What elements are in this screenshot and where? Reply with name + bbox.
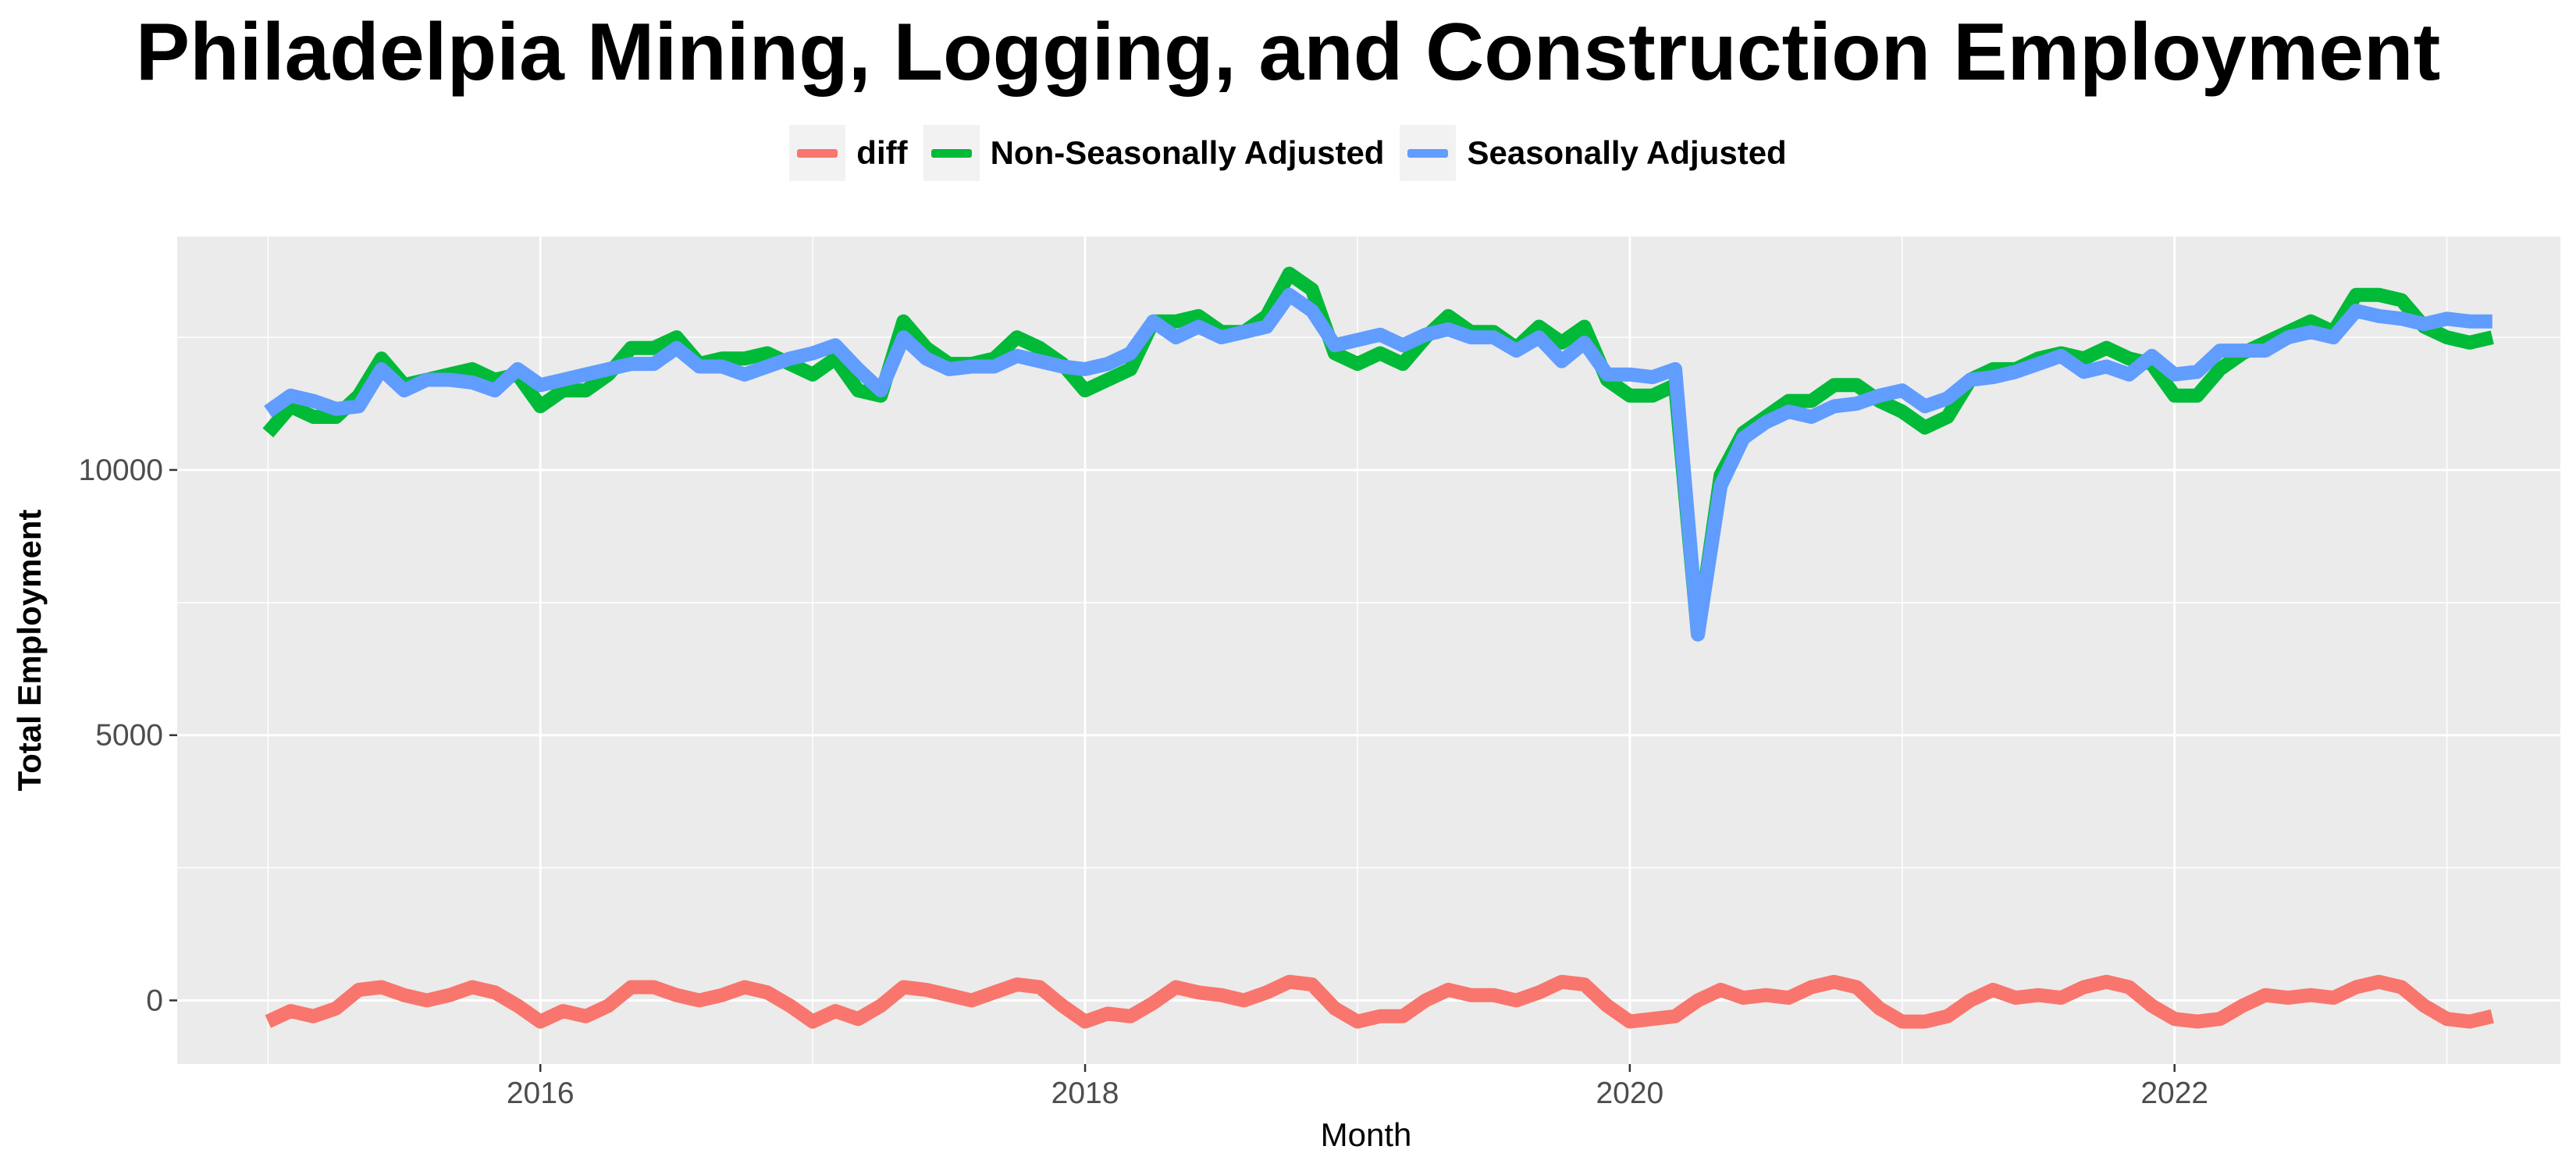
y-tick-label: 0	[146, 984, 163, 1017]
legend-label-diff: diff	[856, 134, 908, 171]
x-tick-label: 2018	[1051, 1077, 1119, 1110]
legend-key-diff	[789, 125, 846, 181]
y-tick-label: 5000	[95, 719, 163, 753]
legend-key-sa	[1400, 125, 1457, 181]
series-line-seasonally-adjusted	[264, 287, 2492, 642]
legend-item-sa: Seasonally Adjusted	[1400, 125, 1787, 181]
y-axis: 0 5000 10000	[79, 454, 177, 1017]
y-tick-label: 10000	[79, 454, 163, 487]
series-lines	[262, 266, 2494, 1029]
legend-label-nsa: Non-Seasonally Adjusted	[990, 134, 1385, 171]
legend-key-nsa	[923, 125, 980, 181]
x-tick-label: 2016	[507, 1077, 575, 1110]
chart-title: Philadelpia Mining, Logging, and Constru…	[135, 7, 2441, 98]
x-tick-label: 2022	[2140, 1077, 2208, 1110]
legend-item-nsa: Non-Seasonally Adjusted	[923, 125, 1385, 181]
x-tick-label: 2020	[1596, 1077, 1663, 1110]
legend: diff Non-Seasonally Adjusted Seasonally …	[0, 125, 2576, 181]
x-axis: 2016 2018 2020 2022	[507, 1064, 2208, 1110]
legend-item-diff: diff	[789, 125, 908, 181]
series-line-diff	[265, 974, 2494, 1029]
series-line-non-seasonally-adjusted	[262, 266, 2494, 642]
x-axis-title: Month	[1321, 1116, 1412, 1153]
y-axis-title: Total Employment	[11, 510, 48, 792]
legend-label-sa: Seasonally Adjusted	[1467, 134, 1787, 171]
